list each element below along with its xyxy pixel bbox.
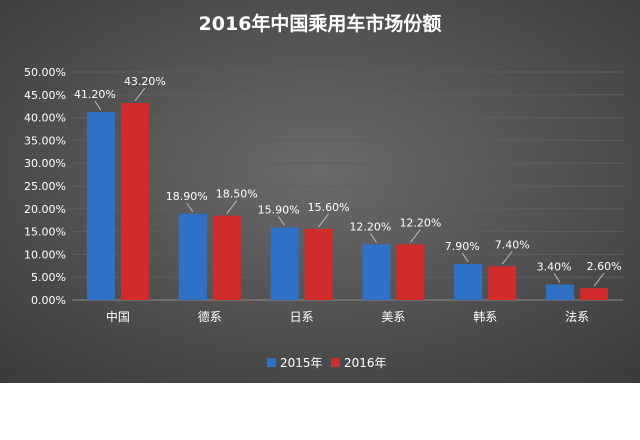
data-label: 12.20% xyxy=(349,220,391,233)
data-label: 3.40% xyxy=(537,260,572,273)
bar-s2015 xyxy=(270,227,299,300)
data-label-leader xyxy=(94,100,102,111)
y-tick-label: 15.00% xyxy=(24,226,66,239)
chart-title: 2016年中国乘用车市场份额 xyxy=(199,12,442,35)
data-label: 18.90% xyxy=(166,190,208,203)
bar-s2015 xyxy=(362,244,391,300)
data-label-leader xyxy=(501,251,513,265)
data-label: 2.60% xyxy=(587,260,622,273)
y-tick-label: 45.00% xyxy=(24,89,66,102)
bar-s2015 xyxy=(546,284,575,300)
data-label-leader xyxy=(370,233,377,243)
x-tick-label: 德系 xyxy=(198,309,222,324)
data-label-leader xyxy=(134,87,146,102)
bar-s2015 xyxy=(86,112,115,301)
legend-label: 2015年 xyxy=(280,356,323,370)
data-label: 15.90% xyxy=(258,203,300,216)
data-label-leader xyxy=(461,252,469,263)
data-label: 41.20% xyxy=(74,88,116,101)
data-label: 18.50% xyxy=(216,188,258,201)
legend-swatch xyxy=(331,358,340,367)
bar-s2015 xyxy=(454,263,483,300)
data-label-leader xyxy=(593,272,605,287)
x-tick-label: 美系 xyxy=(381,310,405,324)
legend-swatch xyxy=(267,358,276,367)
bar-s2016 xyxy=(580,288,609,300)
data-label-leader xyxy=(553,273,561,283)
chart-legend: 2015年 2016年 xyxy=(267,356,387,370)
bar-s2016 xyxy=(212,215,241,300)
bar-s2016 xyxy=(120,103,149,301)
y-tick-label: 20.00% xyxy=(24,203,66,216)
data-label-leader xyxy=(410,229,421,243)
x-tick-label: 日系 xyxy=(290,310,314,324)
y-tick-label: 5.00% xyxy=(31,271,66,284)
bar-s2016 xyxy=(488,266,517,300)
data-label: 15.60% xyxy=(308,201,350,214)
x-tick-label: 韩系 xyxy=(473,309,497,324)
x-tick-label: 中国 xyxy=(106,309,130,324)
bar-s2016 xyxy=(396,244,425,300)
y-tick-label: 30.00% xyxy=(24,157,66,170)
y-tick-label: 10.00% xyxy=(24,248,66,261)
data-label: 7.90% xyxy=(445,240,480,253)
y-tick-label: 50.00% xyxy=(24,66,66,79)
y-tick-label: 40.00% xyxy=(24,112,66,125)
y-tick-label: 35.00% xyxy=(24,134,66,147)
legend-label: 2016年 xyxy=(344,356,387,370)
x-tick-label: 法系 xyxy=(565,310,589,324)
data-label-leader xyxy=(226,200,238,214)
bar-s2016 xyxy=(304,228,333,300)
data-label-leader xyxy=(318,213,329,228)
y-tick-label: 0.00% xyxy=(31,294,66,307)
data-label: 43.20% xyxy=(124,75,166,88)
bar-chart: 2016年中国乘用车市场份额 0.00% 5.00% 10.00% 15.00% 20.… xyxy=(0,0,640,383)
data-label: 12.20% xyxy=(399,216,441,229)
bar-s2015 xyxy=(178,213,207,300)
y-tick-label: 25.00% xyxy=(24,180,66,193)
chart-area: 2016年中国乘用车市场份额 0.00% 5.00% 10.00% 15.00% 20.… xyxy=(0,0,640,383)
data-label-leader xyxy=(186,202,194,213)
data-label: 7.40% xyxy=(495,238,530,251)
data-label-leader xyxy=(278,216,285,226)
